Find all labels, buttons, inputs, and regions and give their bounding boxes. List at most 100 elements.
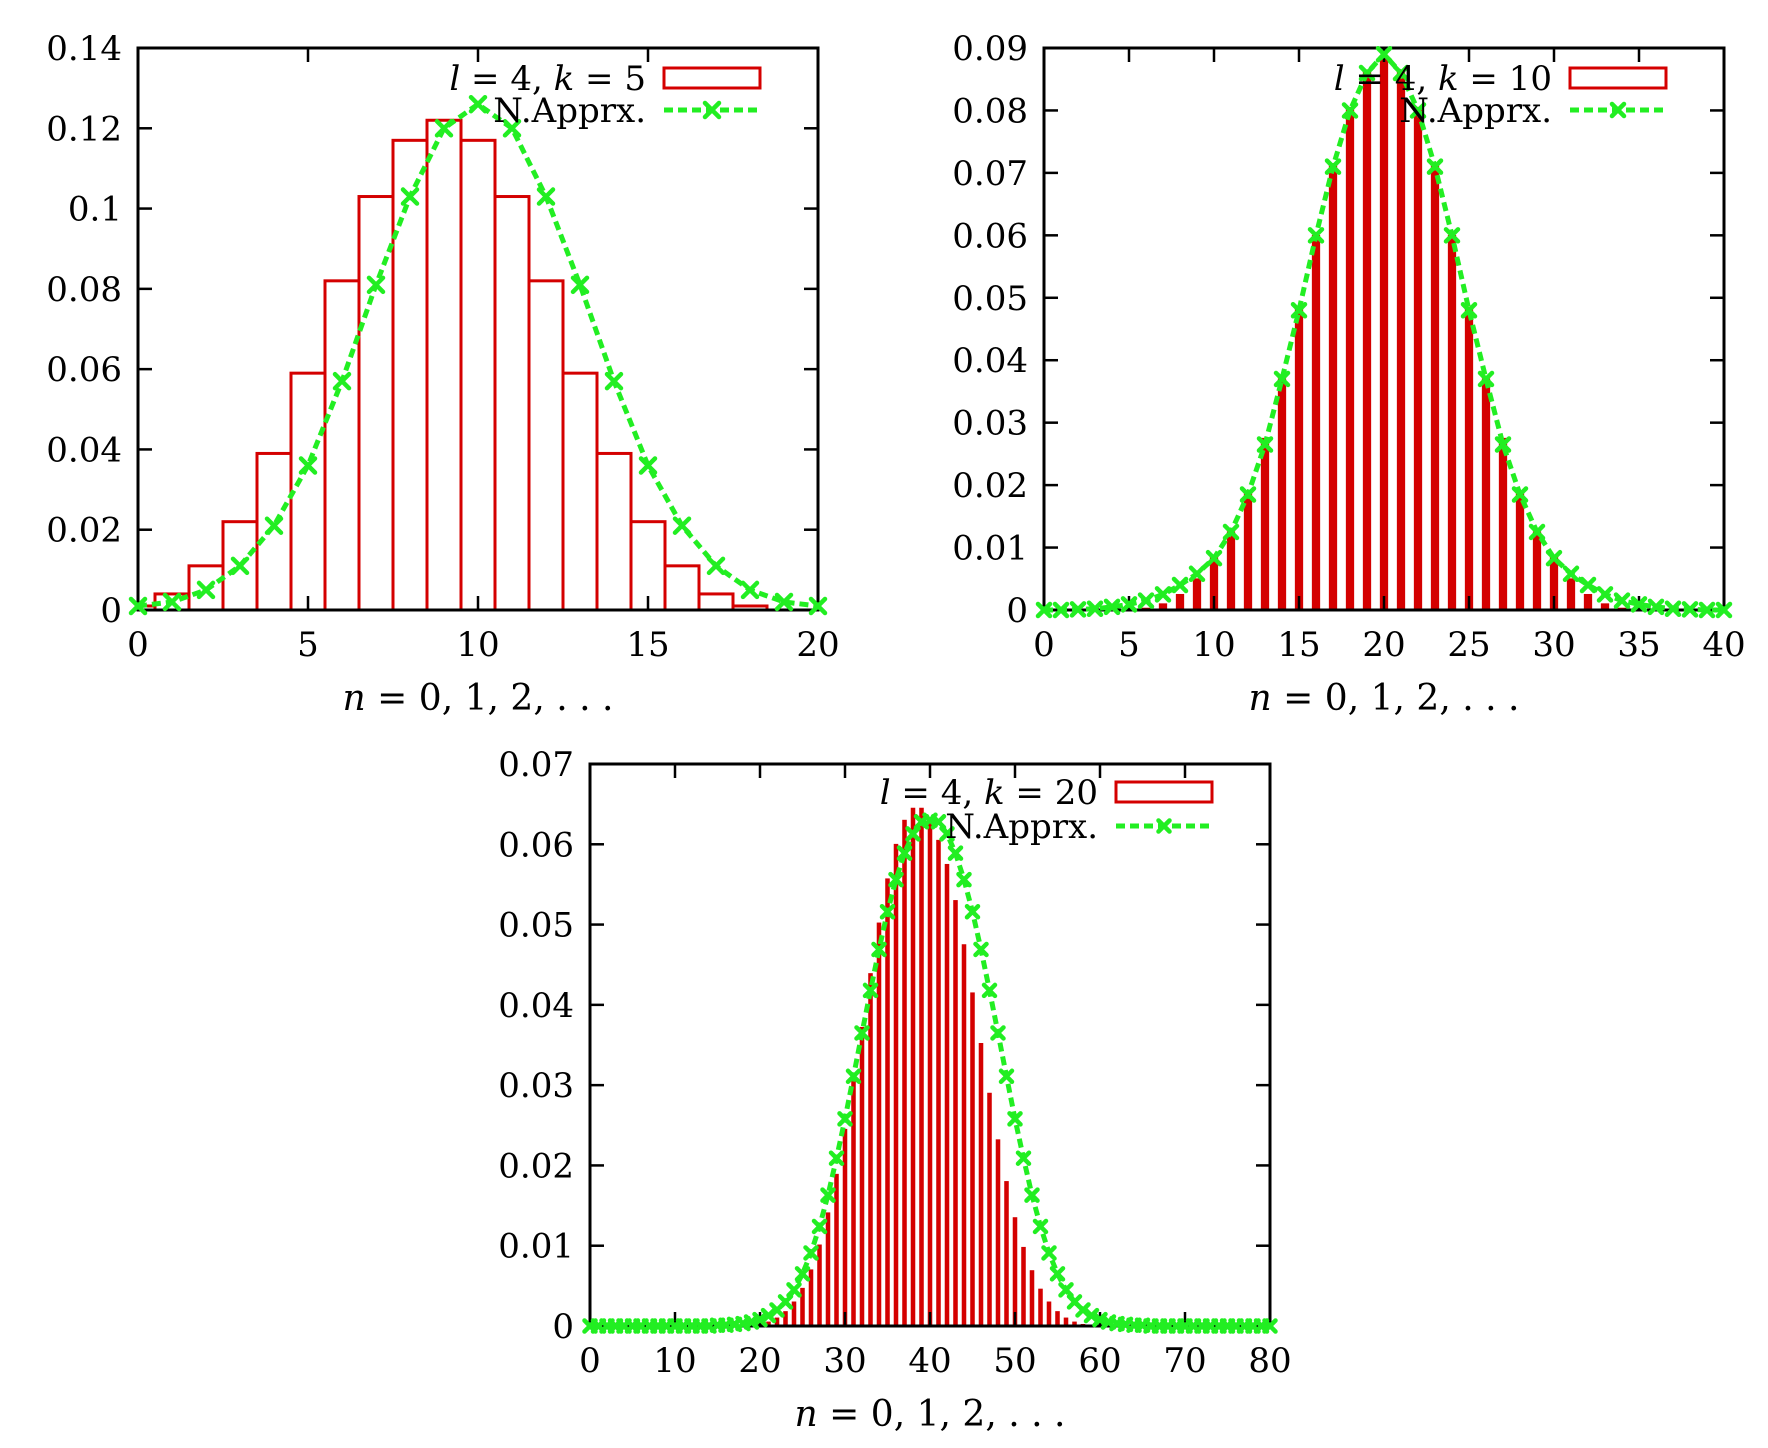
y-tick-label: 0.04 — [498, 986, 574, 1026]
curve-point — [981, 982, 998, 999]
curve-point — [1239, 486, 1257, 503]
y-tick-label: 0.14 — [46, 29, 122, 69]
curve-point — [1103, 598, 1121, 616]
histogram-bar — [1515, 490, 1525, 611]
y-tick-label: 0.07 — [952, 154, 1028, 194]
histogram-bar — [987, 1092, 992, 1327]
y-tick-label: 0.08 — [952, 91, 1028, 131]
y-tick-label: 0.09 — [952, 29, 1028, 69]
x-tick-label: 5 — [1118, 625, 1140, 665]
curve-point — [434, 119, 454, 138]
curve-point — [862, 982, 879, 999]
x-tick-label: 25 — [1447, 625, 1490, 665]
x-tick-label: 40 — [908, 1341, 951, 1381]
curve-point — [1222, 523, 1240, 541]
curve-point — [1698, 601, 1716, 619]
curve-point — [1375, 45, 1393, 63]
histogram-bar — [1430, 163, 1440, 611]
histogram-bar — [1294, 306, 1304, 611]
histogram-bar — [825, 1212, 831, 1327]
curve-point — [1256, 436, 1274, 453]
curve-point — [1596, 586, 1614, 603]
histogram-bar — [851, 1079, 856, 1327]
x-axis: 0 10 20 30 40 50 60 70 80 — [579, 764, 1292, 1381]
histogram-bar — [919, 807, 924, 1327]
y-tick-label: 0 — [100, 591, 122, 631]
x-tick-label: 10 — [1192, 625, 1235, 665]
histogram-bar — [1192, 578, 1202, 611]
y-tick-label: 0.01 — [498, 1227, 574, 1267]
normal-approximation-curve — [1035, 45, 1733, 619]
legend-label-curve: N.Apprx. — [1399, 91, 1552, 131]
x-axis-label: n = 0, 1, 2, . . . — [343, 678, 614, 719]
curve-point — [604, 371, 624, 391]
x-tick-label: 0 — [579, 1341, 601, 1381]
legend-label-curve: N.Apprx. — [493, 91, 646, 131]
curve-point — [1579, 576, 1597, 594]
histogram-bar — [1328, 163, 1338, 611]
x-tick-label: 0 — [1033, 625, 1055, 665]
curve-point — [973, 941, 989, 958]
x-tick-label: 20 — [738, 1341, 781, 1381]
histogram-bar — [936, 839, 941, 1327]
curve-point — [1262, 1318, 1278, 1334]
y-tick-label: 0.12 — [46, 109, 122, 149]
curve-point — [1477, 370, 1495, 388]
y-tick-label: 0.02 — [46, 511, 122, 551]
y-tick-label: 0.06 — [46, 350, 122, 390]
curve-point — [1041, 1245, 1057, 1261]
curve-point — [706, 556, 726, 576]
chart-panel-top-left: 0 0.02 0.04 0.06 0.08 0.1 0.12 0.14 0 5 10 15 20 n = … — [46, 29, 839, 719]
legend-label-histogram: l = 4, k = 5 — [449, 59, 646, 99]
curve-point — [1086, 600, 1104, 618]
y-tick-label: 0.01 — [952, 529, 1028, 569]
curve-point — [845, 1068, 862, 1085]
histogram-bar — [1226, 531, 1236, 611]
curve-point — [777, 1294, 794, 1310]
histogram-bar — [1021, 1246, 1026, 1327]
curve-point — [803, 1245, 819, 1261]
y-tick-label: 0.06 — [952, 216, 1028, 256]
histogram-bar — [834, 1173, 839, 1327]
curve-point — [502, 119, 522, 138]
curve-point — [1647, 598, 1665, 616]
x-tick-label: 10 — [456, 625, 499, 665]
curve-point — [811, 1218, 828, 1235]
x-tick-label: 20 — [1362, 625, 1405, 665]
curve-point — [1664, 600, 1682, 618]
x-tick-label: 5 — [297, 625, 319, 665]
x-tick-label: 15 — [1277, 625, 1320, 665]
curve-point — [1528, 523, 1546, 541]
histogram-bar — [1277, 378, 1287, 611]
curve-point — [1205, 549, 1223, 567]
legend-swatch-curve-marker — [702, 100, 722, 120]
legend-label-histogram: l = 4, k = 10 — [1334, 59, 1552, 99]
x-tick-label: 15 — [626, 625, 669, 665]
y-tick-label: 0.07 — [498, 745, 574, 785]
curve-point — [774, 592, 794, 612]
x-tick-label: 10 — [653, 1341, 696, 1381]
y-axis: 0 0.02 0.04 0.06 0.08 0.1 0.12 0.14 — [46, 29, 818, 631]
histogram-bar — [1012, 1217, 1018, 1327]
normal-approximation-curve — [128, 94, 828, 616]
histogram-bar — [885, 878, 890, 1327]
histogram-bar — [1481, 378, 1491, 611]
curve-point — [1032, 1218, 1049, 1235]
y-tick-label: 0.06 — [498, 825, 574, 865]
histogram-bar — [876, 922, 882, 1327]
curve-point — [1460, 302, 1478, 319]
curve-point — [570, 275, 590, 295]
x-axis: 0 5 10 15 20 — [127, 48, 840, 665]
legend-swatch-histogram — [1568, 66, 1668, 90]
x-tick-label: 30 — [1532, 625, 1575, 665]
curve-point — [162, 592, 182, 612]
histogram-bar — [1311, 234, 1321, 611]
x-tick-label: 70 — [1163, 1341, 1206, 1381]
curve-point — [1035, 601, 1053, 619]
histogram-bar — [944, 863, 950, 1327]
curve-point — [672, 516, 692, 535]
histogram-bar — [1175, 593, 1185, 611]
curve-point — [1154, 586, 1172, 603]
legend-swatch-histogram — [1114, 780, 1214, 804]
histogram-bar — [927, 819, 933, 1327]
